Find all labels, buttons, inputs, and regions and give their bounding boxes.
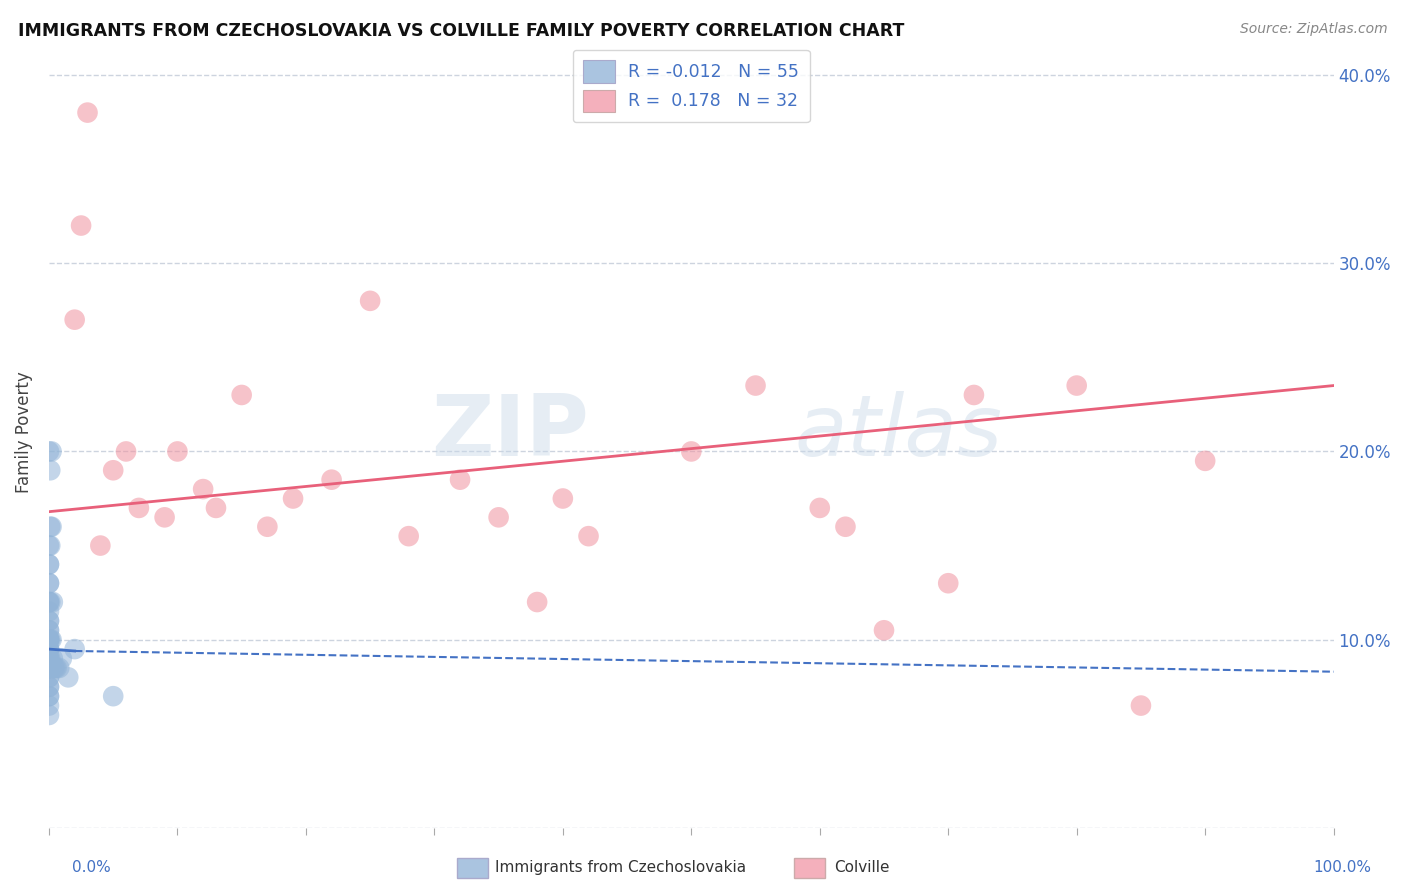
Point [38, 689, 60, 703]
Point [38, 632, 60, 647]
Point [38, 614, 60, 628]
Point [51, 651, 73, 665]
Point [526, 595, 548, 609]
Point [39, 520, 62, 534]
Point [38, 632, 60, 647]
Point [38, 680, 60, 694]
Point [321, 473, 343, 487]
Text: 0.0%: 0.0% [72, 860, 111, 874]
Point [38, 661, 60, 675]
Point [39, 595, 62, 609]
Point [38, 670, 60, 684]
Point [256, 520, 278, 534]
Point [89, 539, 111, 553]
Point [38, 595, 60, 609]
Point [449, 473, 471, 487]
Point [63, 642, 86, 657]
Point [38, 595, 60, 609]
Point [42, 595, 65, 609]
Point [38, 576, 60, 591]
Point [103, 463, 125, 477]
Point [58, 670, 80, 684]
Point [1194, 454, 1216, 468]
Y-axis label: Family Poverty: Family Poverty [15, 372, 32, 493]
Point [103, 689, 125, 703]
Point [38, 642, 60, 657]
Point [38, 680, 60, 694]
Point [38, 642, 60, 657]
Text: Source: ZipAtlas.com: Source: ZipAtlas.com [1240, 22, 1388, 37]
Point [38, 624, 60, 638]
Text: atlas: atlas [794, 391, 1002, 475]
Legend: R = -0.012   N = 55, R =  0.178   N = 32: R = -0.012 N = 55, R = 0.178 N = 32 [572, 50, 810, 122]
Point [205, 500, 228, 515]
Point [48, 661, 70, 675]
Point [38, 651, 60, 665]
Point [398, 529, 420, 543]
Point [41, 661, 63, 675]
Point [191, 482, 214, 496]
Point [488, 510, 510, 524]
Point [744, 378, 766, 392]
Point [39, 463, 62, 477]
Point [41, 632, 63, 647]
Text: IMMIGRANTS FROM CZECHOSLOVAKIA VS COLVILLE FAMILY POVERTY CORRELATION CHART: IMMIGRANTS FROM CZECHOSLOVAKIA VS COLVIL… [18, 22, 904, 40]
Point [281, 491, 304, 506]
Point [38, 576, 60, 591]
Point [70, 219, 93, 233]
Text: ZIP: ZIP [430, 391, 589, 475]
Point [963, 388, 986, 402]
Point [551, 491, 574, 506]
Point [38, 444, 60, 458]
Point [39, 632, 62, 647]
Point [38, 632, 60, 647]
Point [38, 604, 60, 618]
Point [38, 558, 60, 572]
Point [38, 651, 60, 665]
Point [38, 698, 60, 713]
Text: Immigrants from Czechoslovakia: Immigrants from Czechoslovakia [495, 860, 747, 874]
Point [681, 444, 703, 458]
Point [936, 576, 959, 591]
Point [38, 558, 60, 572]
Point [38, 539, 60, 553]
Point [38, 642, 60, 657]
Point [1066, 378, 1088, 392]
Point [38, 632, 60, 647]
Point [38, 651, 60, 665]
Point [578, 529, 600, 543]
Point [41, 520, 63, 534]
Point [39, 651, 62, 665]
Point [808, 500, 831, 515]
Point [38, 689, 60, 703]
Point [38, 708, 60, 723]
Point [38, 624, 60, 638]
Point [38, 661, 60, 675]
Point [115, 444, 138, 458]
Text: Colville: Colville [834, 860, 889, 874]
Point [166, 444, 188, 458]
Point [38, 651, 60, 665]
Point [42, 651, 65, 665]
Point [1129, 698, 1152, 713]
Point [39, 539, 62, 553]
Point [153, 510, 176, 524]
Point [359, 293, 381, 308]
Point [38, 670, 60, 684]
Point [45, 661, 67, 675]
Point [76, 105, 98, 120]
Text: 100.0%: 100.0% [1313, 860, 1372, 874]
Point [63, 312, 86, 326]
Point [41, 444, 63, 458]
Point [44, 661, 66, 675]
Point [834, 520, 856, 534]
Point [38, 614, 60, 628]
Point [873, 624, 896, 638]
Point [38, 661, 60, 675]
Point [42, 661, 65, 675]
Point [231, 388, 253, 402]
Point [128, 500, 150, 515]
